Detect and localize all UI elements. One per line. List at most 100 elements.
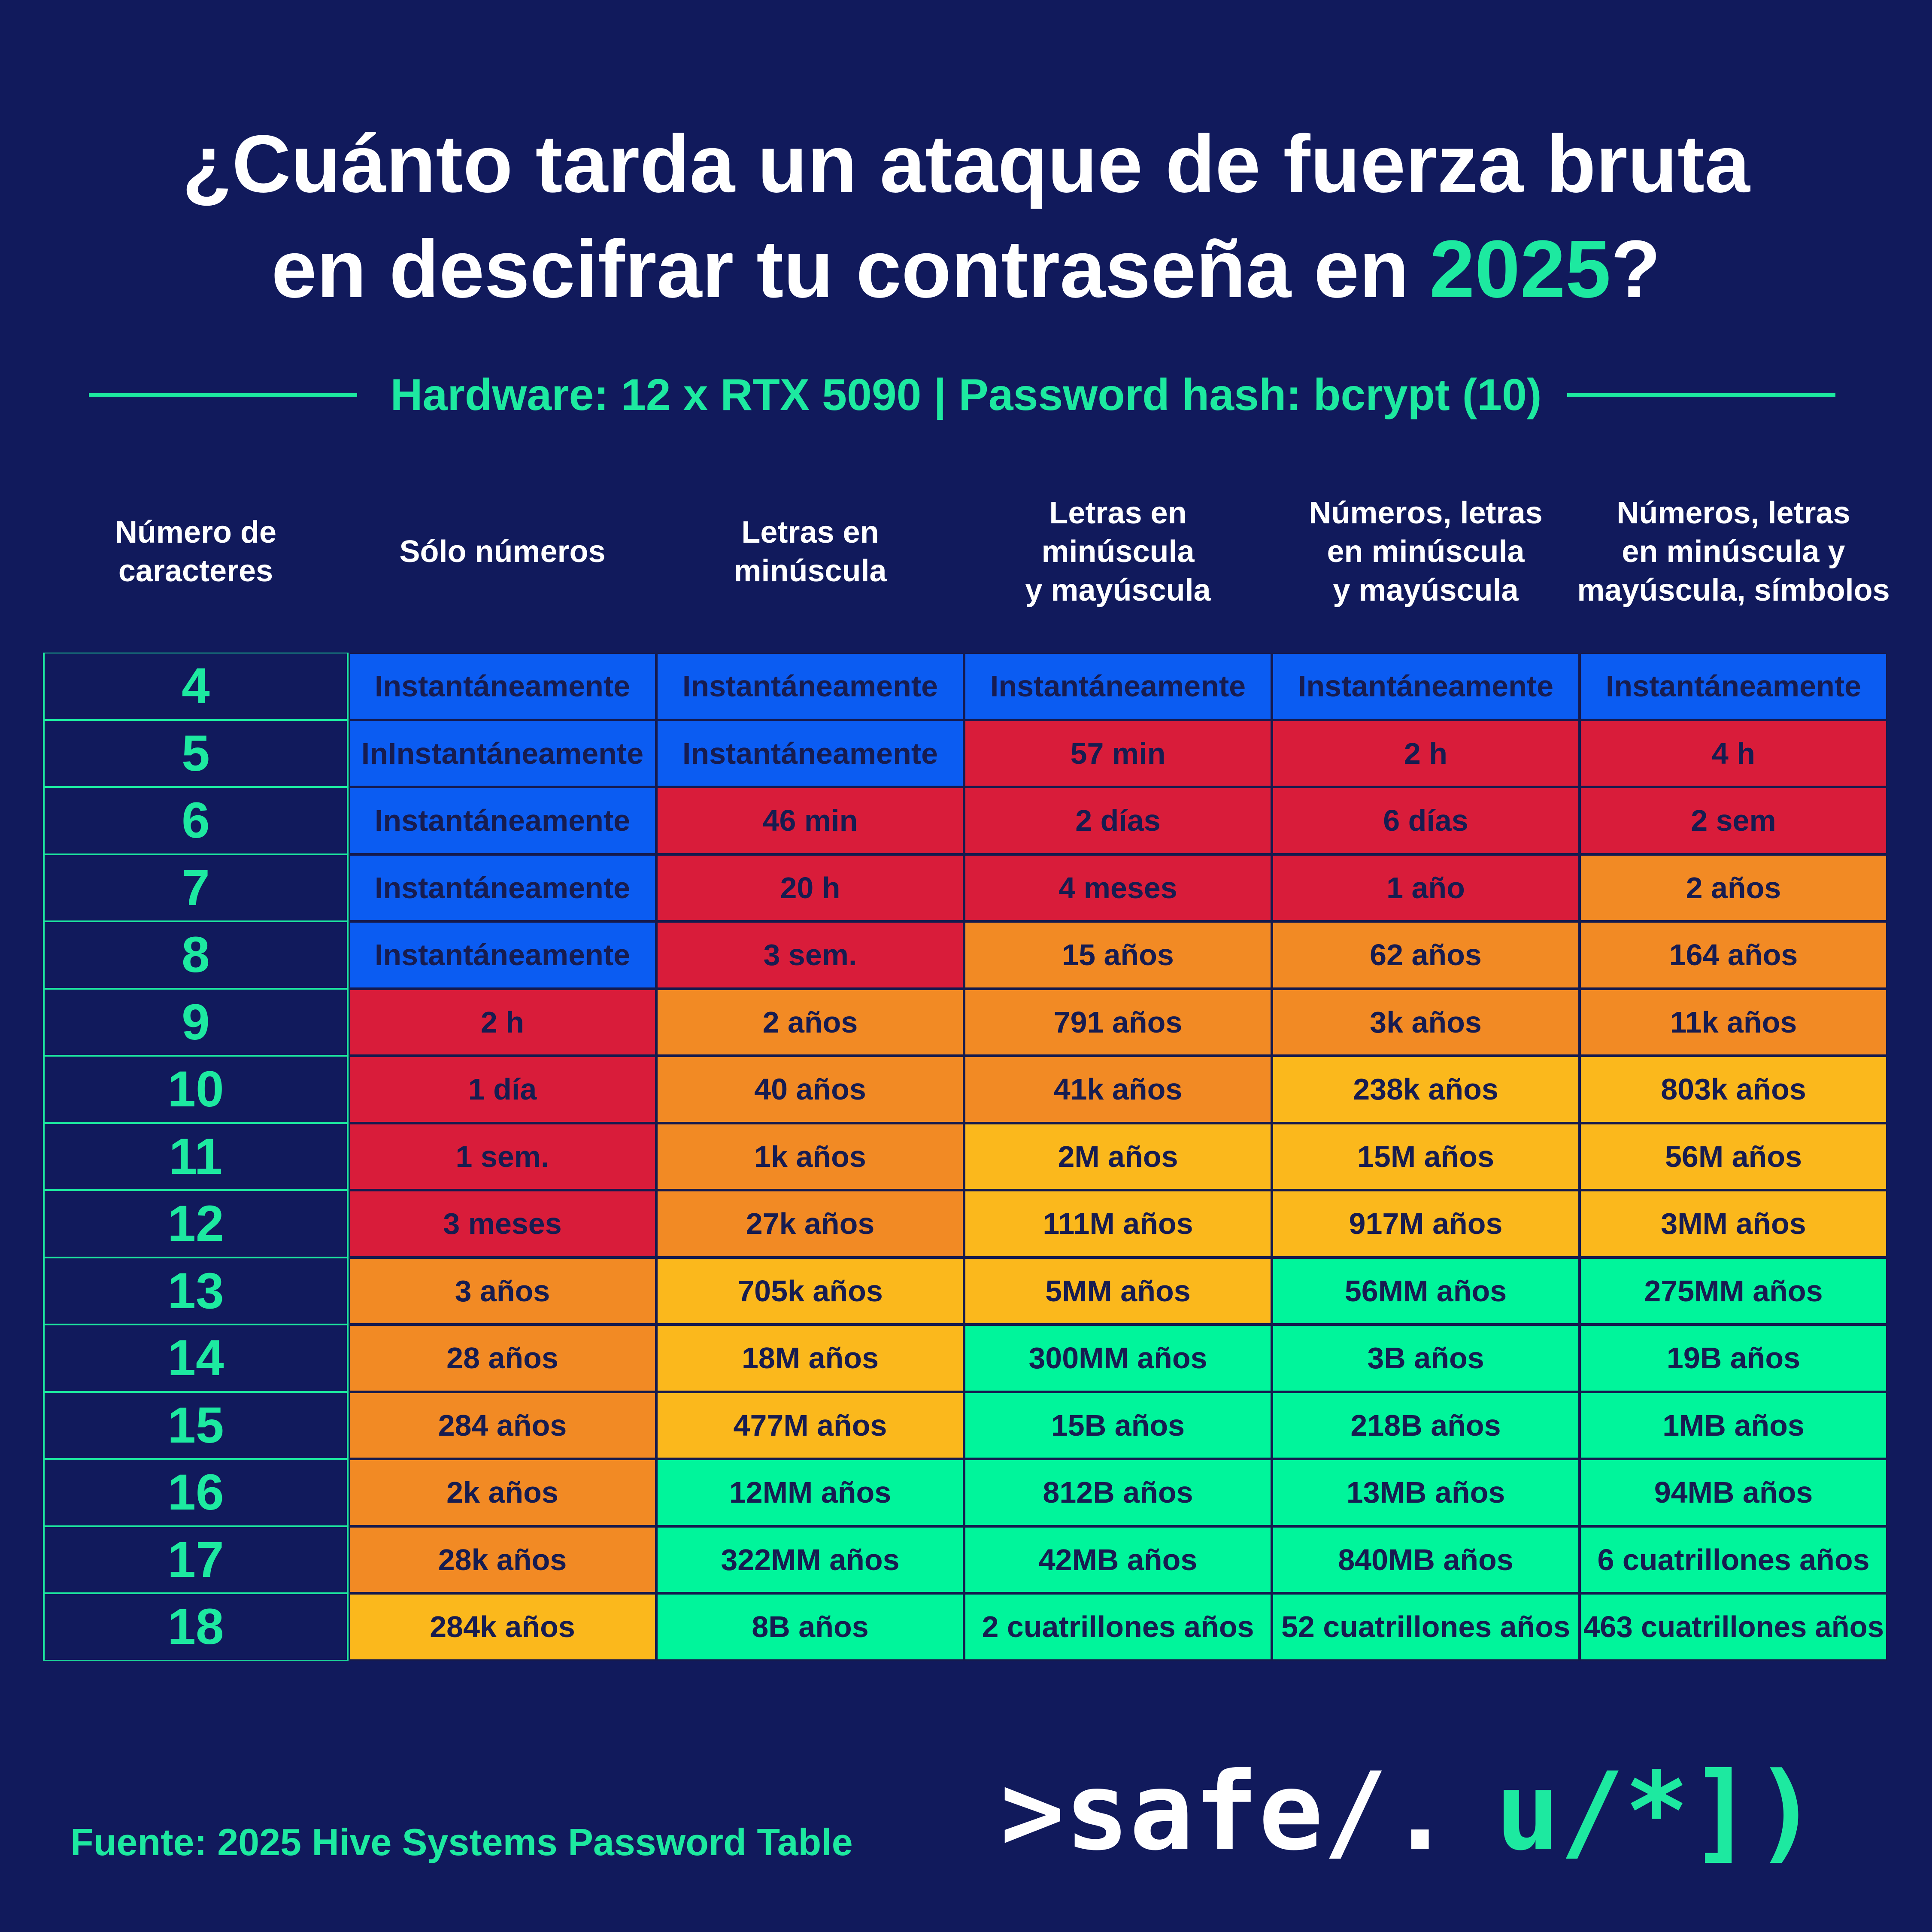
time-cell: 3MM años — [1580, 1190, 1887, 1258]
time-cell: 1 día — [349, 1056, 656, 1123]
char-count: 5 — [43, 720, 349, 787]
time-cell: Instantáneamente — [349, 787, 656, 854]
time-cell: 42MB años — [964, 1526, 1272, 1593]
time-text: 94MB años — [1654, 1476, 1813, 1510]
header-line: en minúscula y — [1622, 535, 1845, 569]
time-cell: 2 h — [1272, 720, 1580, 787]
title-highlight: 2025 — [1429, 224, 1611, 315]
time-text: Instantáneamente — [374, 871, 631, 905]
time-text: 111M años — [1043, 1207, 1193, 1241]
time-cell: 12MM años — [656, 1459, 964, 1526]
header-line: Números, letras — [1617, 496, 1850, 530]
time-text: 28 años — [446, 1341, 558, 1375]
logo-left: >safe/. — [1000, 1749, 1453, 1874]
time-cell: 18M años — [656, 1324, 964, 1392]
char-count: 11 — [43, 1123, 349, 1190]
time-text: 20 h — [780, 871, 840, 905]
time-text: 3 meses — [443, 1207, 562, 1241]
title-line: ¿Cuánto tarda un ataque de fuerza bruta — [182, 118, 1750, 210]
time-cell: 15 años — [964, 921, 1272, 989]
time-cell: 3 sem. — [656, 921, 964, 989]
time-cell: InInstantáneamente — [349, 720, 656, 787]
time-text: 15B años — [1051, 1408, 1185, 1442]
time-text: Instantáneamente — [1605, 669, 1862, 703]
time-cell: 1 año — [1272, 854, 1580, 921]
header-cell: Número de caracteres — [43, 489, 349, 614]
time-text: 8B años — [752, 1610, 869, 1644]
time-cell: 803k años — [1580, 1056, 1887, 1123]
time-text: 284k años — [430, 1610, 575, 1644]
logo: >safe/. u/*]) — [1000, 1747, 1818, 1876]
time-text: Instantáneamente — [374, 938, 631, 972]
time-text: 6 días — [1383, 804, 1468, 838]
subtitle: Hardware: 12 x RTX 5090 | Password hash:… — [0, 369, 1932, 421]
time-cell: 300MM años — [964, 1324, 1272, 1392]
time-text: 2 sem — [1691, 804, 1776, 838]
time-text: 1 sem. — [455, 1139, 549, 1173]
time-cell: 3 años — [349, 1257, 656, 1324]
time-text: 2 h — [1404, 736, 1448, 770]
time-cell: 11k años — [1580, 988, 1887, 1056]
time-text: 46 min — [762, 804, 858, 838]
time-text: 27k años — [746, 1207, 875, 1241]
time-cell: 4 h — [1580, 720, 1887, 787]
time-cell: 2 cuatrillones años — [964, 1593, 1272, 1661]
time-cell: 791 años — [964, 988, 1272, 1056]
time-text: 840MB años — [1338, 1543, 1513, 1577]
header-line: Número de — [115, 515, 277, 550]
time-text: 42MB años — [1038, 1543, 1198, 1577]
time-text: 275MM años — [1644, 1274, 1823, 1308]
time-cell: 15B años — [964, 1391, 1272, 1459]
title-end: ? — [1611, 224, 1661, 315]
time-cell: 2 años — [656, 988, 964, 1056]
time-text: 705k años — [737, 1274, 883, 1308]
time-cell: 284k años — [349, 1593, 656, 1661]
time-cell: 5MM años — [964, 1257, 1272, 1324]
time-cell: Instantáneamente — [656, 653, 964, 720]
time-text: 463 cuatrillones años — [1583, 1610, 1884, 1644]
char-count: 17 — [43, 1526, 349, 1593]
time-text: 56MM años — [1344, 1274, 1507, 1308]
time-cell: 238k años — [1272, 1056, 1580, 1123]
time-text: 2 años — [762, 1005, 858, 1039]
char-count: 4 — [43, 653, 349, 720]
rule — [1567, 393, 1835, 397]
time-text: 2M años — [1058, 1139, 1178, 1173]
time-cell: 13MB años — [1272, 1459, 1580, 1526]
time-text: 4 h — [1711, 736, 1756, 770]
time-cell: 477M años — [656, 1391, 964, 1459]
char-count: 15 — [43, 1391, 349, 1459]
time-text: 3k años — [1370, 1005, 1482, 1039]
time-text: 917M años — [1349, 1207, 1503, 1241]
title-line: en descifrar tu contraseña en 2025? — [0, 217, 1932, 322]
time-cell: 6 días — [1272, 787, 1580, 854]
time-text: 41k años — [1053, 1072, 1183, 1106]
time-text: 300MM años — [1028, 1341, 1207, 1375]
time-text: 1MB años — [1662, 1408, 1805, 1442]
time-cell: 463 cuatrillones años — [1580, 1593, 1887, 1661]
time-text: 15 años — [1062, 938, 1174, 972]
time-text: 3MM años — [1661, 1207, 1806, 1241]
time-text: 52 cuatrillones años — [1281, 1610, 1571, 1644]
char-count: 9 — [43, 988, 349, 1056]
time-cell: 812B años — [964, 1459, 1272, 1526]
header-line: mayúscula, símbolos — [1577, 573, 1890, 608]
char-count: 13 — [43, 1257, 349, 1324]
time-text: 11k años — [1670, 1005, 1797, 1039]
time-cell: 52 cuatrillones años — [1272, 1593, 1580, 1661]
time-cell: 4 meses — [964, 854, 1272, 921]
time-cell: 3k años — [1272, 988, 1580, 1056]
time-cell: 27k años — [656, 1190, 964, 1258]
time-text: Instantáneamente — [990, 669, 1246, 703]
time-cell: 40 años — [656, 1056, 964, 1123]
time-cell: Instantáneamente — [349, 653, 656, 720]
time-cell: 57 min — [964, 720, 1272, 787]
time-cell: 2 años — [1580, 854, 1887, 921]
time-text: 15M años — [1357, 1139, 1494, 1173]
header-line: y mayúscula — [1025, 573, 1211, 608]
time-cell: 840MB años — [1272, 1526, 1580, 1593]
time-cell: 2 h — [349, 988, 656, 1056]
time-text: 477M años — [733, 1408, 887, 1442]
time-text: 6 cuatrillones años — [1597, 1543, 1870, 1577]
char-count: 6 — [43, 787, 349, 854]
